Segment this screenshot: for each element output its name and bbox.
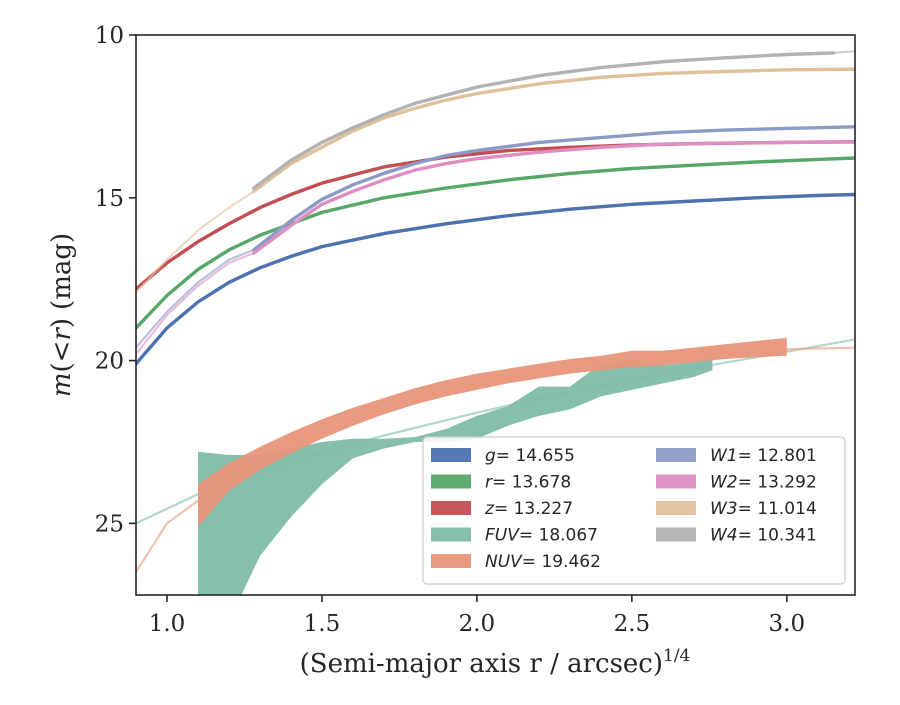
series-nuv-band xyxy=(198,337,787,527)
y-tick-label: 15 xyxy=(95,186,124,212)
legend-label-g: g= 14.655 xyxy=(485,446,575,466)
legend-label-variable: NUV xyxy=(485,552,523,572)
y-axis-title-m: m xyxy=(47,372,77,397)
x-axis-title-main: (Semi-major axis r / arcsec) xyxy=(300,649,663,679)
series-g-line xyxy=(136,192,855,366)
y-axis-title-paren-open: (< xyxy=(47,341,77,373)
x-tick-label: 2.5 xyxy=(614,611,651,637)
legend-label-value: = 13.292 xyxy=(738,473,817,493)
legend-label-r: r= 13.678 xyxy=(485,473,571,493)
y-axis-title: m(<r) (mag) xyxy=(47,233,77,397)
legend-label-variable: W2 xyxy=(710,473,738,493)
series-w3 xyxy=(136,67,855,293)
legend-label-w4: W4= 10.341 xyxy=(710,526,817,546)
legend-label-value: = 18.067 xyxy=(519,526,598,546)
series-g xyxy=(136,192,855,366)
legend-swatch-fuv xyxy=(431,527,471,542)
series-w1-line xyxy=(252,125,855,252)
legend-label-variable: g xyxy=(485,446,496,466)
legend-label-fuv: FUV= 18.067 xyxy=(485,526,598,546)
series-w1-extrapolation-line xyxy=(136,248,255,349)
legend-label-value: = 13.227 xyxy=(494,499,573,519)
series-w4-line xyxy=(252,51,835,190)
legend-label-w1: W1= 12.801 xyxy=(710,446,817,466)
series-w2-line xyxy=(252,140,855,255)
series-w4-extrapolation-line xyxy=(833,50,855,54)
series-fuv-band xyxy=(198,357,713,595)
series-nuv xyxy=(136,337,855,573)
legend-label-z: z= 13.227 xyxy=(484,499,573,519)
legend-swatch-z xyxy=(431,501,471,515)
legend-label-w2: W2= 13.292 xyxy=(710,473,817,493)
series-w4 xyxy=(252,50,855,190)
legend-label-variable: z xyxy=(484,499,495,519)
series-w1 xyxy=(136,125,855,349)
legend-label-variable: W4 xyxy=(710,526,738,546)
legend-label-variable: W3 xyxy=(710,499,738,519)
y-axis-title-paren-close: ) xyxy=(47,318,77,328)
legend-label-value: = 12.801 xyxy=(738,446,817,466)
x-tick-label: 1.5 xyxy=(304,611,341,637)
x-tick-label: 1.0 xyxy=(149,611,186,637)
legend-swatch-w4 xyxy=(656,527,696,542)
series-w2-extrapolation-line xyxy=(136,252,255,355)
series-r-line xyxy=(136,156,855,330)
legend-label-variable: FUV xyxy=(485,526,520,546)
legend-label-value: = 19.462 xyxy=(522,552,601,572)
x-tick-label: 3.0 xyxy=(769,611,806,637)
legend-swatch-nuv xyxy=(431,554,471,568)
legend-swatch-r xyxy=(431,474,471,489)
y-tick-label: 20 xyxy=(95,349,124,375)
legend-label-variable: W1 xyxy=(710,446,738,466)
x-axis-title-superscript: 1/4 xyxy=(663,646,690,666)
legend-label-nuv: NUV= 19.462 xyxy=(485,552,601,572)
legend-swatch-g xyxy=(431,448,471,462)
legend-label-value: = 13.678 xyxy=(492,473,571,493)
y-axis-title-r: r xyxy=(47,327,77,341)
x-axis: 1.0 1.5 2.0 2.5 3.0 xyxy=(149,595,805,637)
series-r xyxy=(136,156,855,330)
x-axis-title: (Semi-major axis r / arcsec)1/4 xyxy=(300,646,691,679)
x-tick-label: 2.0 xyxy=(459,611,496,637)
legend-swatch-w2 xyxy=(656,474,696,489)
y-tick-label: 25 xyxy=(95,511,124,537)
series-w3-line xyxy=(252,67,855,193)
legend-label-variable: r xyxy=(485,473,493,493)
legend-swatch-w1 xyxy=(656,448,696,462)
legend-label-w3: W3= 11.014 xyxy=(710,499,817,519)
series-w3-extrapolation-line xyxy=(136,190,255,293)
legend-box xyxy=(422,436,846,585)
series-w2 xyxy=(136,140,855,355)
y-tick-label: 10 xyxy=(95,23,124,49)
legend-swatch-w3 xyxy=(656,501,696,515)
legend-label-value: = 10.341 xyxy=(738,526,817,546)
series-layer xyxy=(136,50,855,595)
legend-label-value: = 14.655 xyxy=(496,446,575,466)
y-axis: 10 15 20 25 xyxy=(95,23,136,537)
legend-label-value: = 11.014 xyxy=(738,499,817,519)
plot-frame xyxy=(135,34,856,596)
y-axis-title-unit: (mag) xyxy=(47,233,77,310)
